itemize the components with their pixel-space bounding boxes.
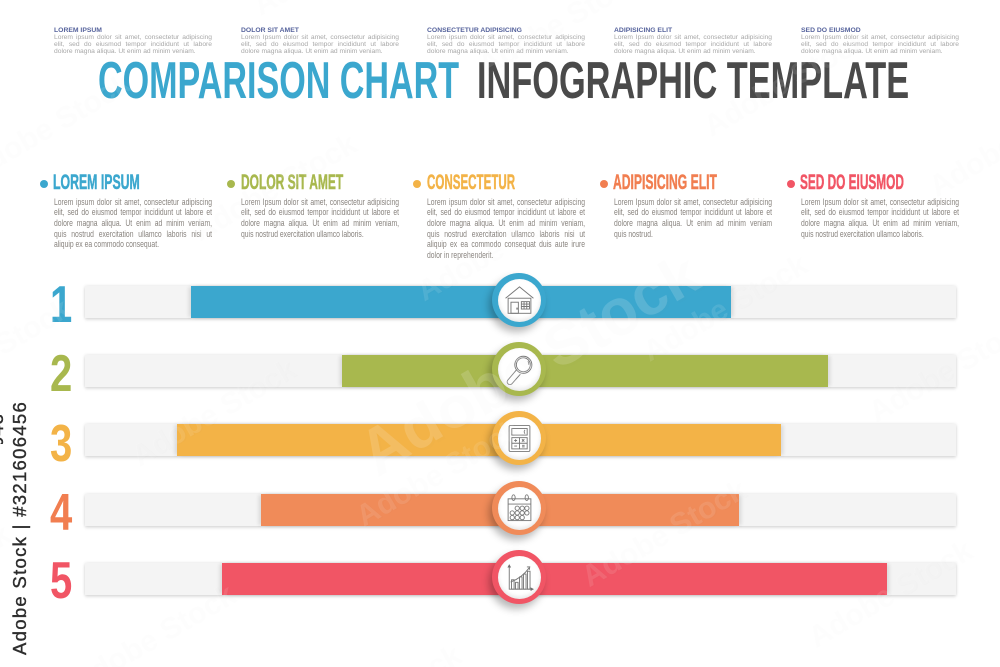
svg-text:Adobe Stock: Adobe Stock [922,83,1000,203]
svg-text:Adobe Stock: Adobe Stock [290,638,466,667]
svg-text:Adobe Stock: Adobe Stock [924,83,1000,203]
svg-text:Adobe Stock: Adobe Stock [292,639,468,667]
svg-text:Adobe Stock: Adobe Stock [246,0,422,22]
svg-text:Adobe Stock: Adobe Stock [248,0,424,22]
